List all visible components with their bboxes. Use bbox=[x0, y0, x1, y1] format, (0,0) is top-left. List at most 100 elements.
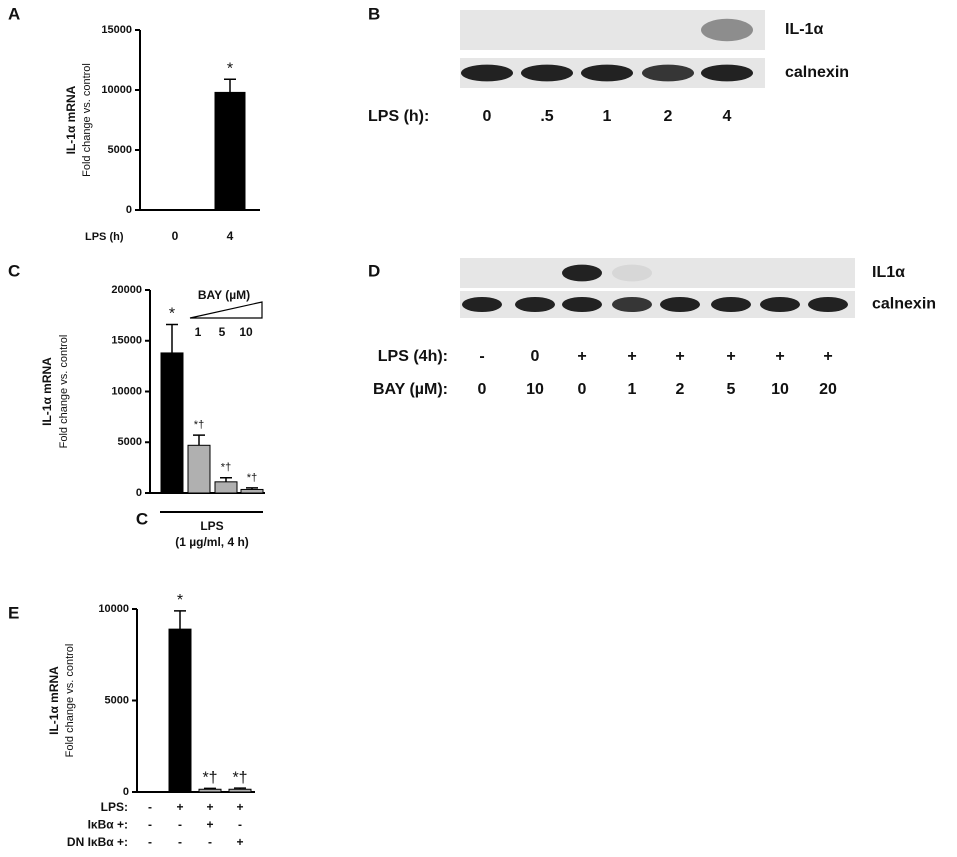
significance-mark: * bbox=[227, 60, 233, 77]
error-bar bbox=[220, 477, 232, 482]
lane-label: 0 bbox=[578, 381, 587, 398]
inset-tick: 1 bbox=[195, 325, 202, 339]
y-tick-label: 5000 bbox=[118, 436, 142, 448]
row-cell: + bbox=[176, 800, 183, 814]
bracket-label: (1 µg/ml, 4 h) bbox=[175, 535, 249, 549]
y-tick-label: 5000 bbox=[108, 144, 132, 156]
y-axis-label: IL-1α mRNA bbox=[40, 357, 54, 426]
lane-label: 2 bbox=[664, 108, 673, 125]
lane-label: + bbox=[775, 348, 784, 365]
lane-label: 1 bbox=[628, 381, 637, 398]
y-tick-label: 10000 bbox=[98, 603, 129, 615]
row-cell: + bbox=[206, 818, 213, 832]
blot-band bbox=[642, 64, 694, 82]
blot-band bbox=[711, 296, 751, 313]
row-cell: + bbox=[236, 835, 243, 849]
blot-strip bbox=[460, 258, 855, 288]
panel-label: C bbox=[8, 261, 20, 280]
y-tick-label: 0 bbox=[126, 204, 132, 216]
lane-label: + bbox=[675, 348, 684, 365]
significance-mark: *† bbox=[221, 462, 231, 474]
lane-label: 0 bbox=[478, 381, 487, 398]
error-bar bbox=[174, 610, 186, 630]
error-bar bbox=[193, 434, 205, 446]
inset-tick: 5 bbox=[219, 325, 226, 339]
bar bbox=[214, 91, 246, 211]
bar bbox=[240, 488, 264, 494]
blot-band bbox=[562, 296, 602, 313]
panel-label: B bbox=[368, 4, 380, 23]
lane-label: + bbox=[627, 348, 636, 365]
lane-label: + bbox=[577, 348, 586, 365]
significance-mark: *† bbox=[247, 472, 257, 484]
dose-triangle bbox=[189, 301, 263, 319]
bar bbox=[198, 788, 222, 793]
x-tick-label: C bbox=[136, 509, 148, 528]
bracket-label: LPS bbox=[200, 519, 223, 533]
lane-label: 0 bbox=[483, 108, 492, 125]
error-bar bbox=[224, 78, 236, 93]
lane-label: + bbox=[823, 348, 832, 365]
y-axis-label: Fold change vs. control bbox=[58, 335, 70, 449]
row-cell: - bbox=[178, 818, 182, 832]
panel-label: D bbox=[368, 261, 380, 280]
blot-band bbox=[562, 264, 602, 282]
error-bar bbox=[246, 487, 258, 490]
row-label: LPS: bbox=[101, 800, 128, 814]
lane-label: 10 bbox=[771, 381, 789, 398]
bar bbox=[228, 788, 252, 793]
row-label: LPS (h) bbox=[85, 231, 124, 243]
blot-band bbox=[612, 296, 652, 313]
y-axis-label: Fold change vs. control bbox=[64, 644, 76, 758]
lane-label: 20 bbox=[819, 381, 837, 398]
lane-label: .5 bbox=[540, 108, 553, 125]
row-cell: + bbox=[206, 800, 213, 814]
blot-band bbox=[461, 64, 513, 82]
blot-band bbox=[462, 296, 502, 313]
significance-mark: * bbox=[177, 592, 183, 609]
lane-label: - bbox=[479, 348, 484, 365]
lane-label: 1 bbox=[603, 108, 612, 125]
row-cell: - bbox=[148, 818, 152, 832]
blot-band bbox=[660, 296, 700, 313]
band-label: IL-1α bbox=[785, 21, 823, 38]
y-tick-label: 0 bbox=[123, 786, 129, 798]
bar bbox=[214, 481, 238, 494]
row-cell: - bbox=[208, 835, 212, 849]
row-label: BAY (µM): bbox=[373, 381, 448, 398]
y-axis-label: IL-1α mRNA bbox=[64, 85, 78, 154]
blot-band bbox=[701, 64, 753, 82]
row-cell: - bbox=[148, 835, 152, 849]
error-bar bbox=[166, 323, 178, 353]
x-tick-label: 0 bbox=[172, 229, 179, 243]
band-label: calnexin bbox=[785, 64, 849, 81]
band-label: IL1α bbox=[872, 264, 905, 281]
y-tick-label: 10000 bbox=[101, 84, 132, 96]
inset-tick: 10 bbox=[239, 325, 253, 339]
y-tick-label: 10000 bbox=[111, 385, 142, 397]
y-axis-label: IL-1α mRNA bbox=[47, 666, 61, 735]
y-tick-label: 20000 bbox=[111, 284, 142, 296]
significance-mark: * bbox=[169, 306, 175, 323]
bar bbox=[160, 352, 184, 494]
blot-band bbox=[760, 296, 800, 313]
row-label: LPS (4h): bbox=[378, 348, 448, 365]
lane-label: 0 bbox=[531, 348, 540, 365]
blot-band bbox=[581, 64, 633, 82]
panel-label: A bbox=[8, 4, 20, 23]
lane-label: 4 bbox=[723, 108, 732, 125]
bar bbox=[187, 444, 211, 494]
lane-label: + bbox=[726, 348, 735, 365]
bar bbox=[168, 628, 192, 793]
y-tick-label: 5000 bbox=[105, 694, 129, 706]
lane-label: 2 bbox=[676, 381, 685, 398]
panel-label: E bbox=[8, 603, 19, 622]
error-bar bbox=[204, 787, 216, 790]
row-cell: - bbox=[238, 818, 242, 832]
significance-mark: *† bbox=[202, 770, 217, 787]
row-cell: - bbox=[178, 835, 182, 849]
x-tick-label: 4 bbox=[227, 229, 234, 243]
significance-mark: *† bbox=[194, 419, 204, 431]
row-label: DN IκBα +: bbox=[67, 835, 128, 849]
